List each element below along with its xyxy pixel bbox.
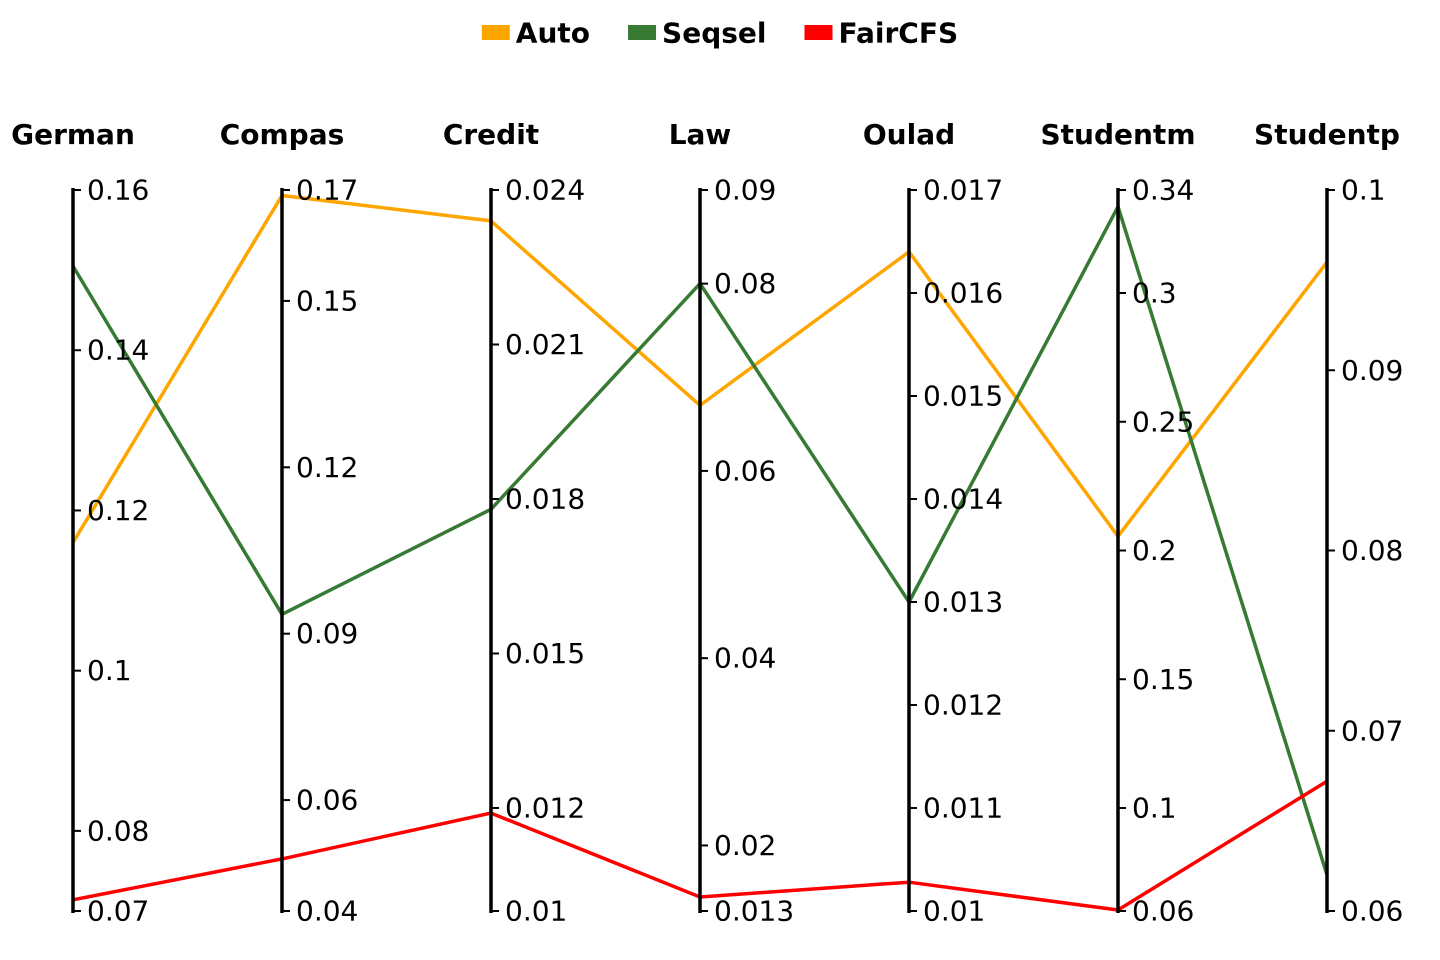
tick-label-german: 0.08 xyxy=(87,814,149,847)
axis-title-oulad: Oulad xyxy=(863,118,955,151)
axis-credit: Credit 0.024 0.021 0.018 0.015 0.012 0.01 xyxy=(443,118,585,928)
tick-label-law: 0.08 xyxy=(714,267,776,300)
tick-label-studentm: 0.34 xyxy=(1132,174,1194,207)
tick-label-oulad: 0.014 xyxy=(923,483,1003,516)
tick-label-studentm: 0.1 xyxy=(1132,792,1177,825)
axis-studentm: Studentm 0.34 0.3 0.25 0.2 0.15 0.1 0.06 xyxy=(1040,118,1195,928)
tick-label-studentp: 0.06 xyxy=(1341,895,1403,928)
axis-law: Law 0.09 0.08 0.06 0.04 0.02 0.013 xyxy=(669,118,794,928)
legend-item-faircfs: FairCFS xyxy=(804,17,958,50)
tick-label-studentm: 0.15 xyxy=(1132,663,1194,696)
tick-label-credit: 0.015 xyxy=(505,637,585,670)
tick-label-compas: 0.17 xyxy=(296,174,358,207)
tick-label-compas: 0.12 xyxy=(296,451,358,484)
tick-label-studentm: 0.25 xyxy=(1132,405,1194,438)
tick-label-law: 0.02 xyxy=(714,829,776,862)
tick-label-law: 0.09 xyxy=(714,174,776,207)
tick-label-oulad: 0.01 xyxy=(923,895,985,928)
tick-label-credit: 0.018 xyxy=(505,483,585,516)
tick-label-oulad: 0.012 xyxy=(923,689,1003,722)
tick-label-oulad: 0.011 xyxy=(923,792,1003,825)
tick-label-credit: 0.01 xyxy=(505,895,567,928)
tick-label-credit: 0.012 xyxy=(505,792,585,825)
tick-label-studentp: 0.07 xyxy=(1341,714,1403,747)
tick-label-compas: 0.04 xyxy=(296,895,358,928)
tick-label-credit: 0.024 xyxy=(505,174,585,207)
tick-label-oulad: 0.015 xyxy=(923,380,1003,413)
legend-label-auto: Auto xyxy=(516,17,590,50)
axis-title-german: German xyxy=(11,118,135,151)
legend-swatch-auto xyxy=(481,25,510,40)
axis-title-compas: Compas xyxy=(220,118,345,151)
legend-item-seqsel: Seqsel xyxy=(628,17,766,50)
tick-label-oulad: 0.013 xyxy=(923,586,1003,619)
tick-label-law: 0.013 xyxy=(714,895,794,928)
tick-label-german: 0.07 xyxy=(87,895,149,928)
tick-label-german: 0.1 xyxy=(87,654,132,687)
tick-label-studentm: 0.3 xyxy=(1132,277,1177,310)
axis-title-studentm: Studentm xyxy=(1040,118,1195,151)
axis-title-law: Law xyxy=(669,118,732,151)
legend-swatch-faircfs xyxy=(804,25,833,40)
tick-label-studentp: 0.1 xyxy=(1341,174,1386,207)
tick-label-studentm: 0.06 xyxy=(1132,895,1194,928)
legend-swatch-seqsel xyxy=(628,25,657,40)
tick-label-credit: 0.021 xyxy=(505,328,585,361)
legend-item-auto: Auto xyxy=(481,17,590,50)
legend-label-seqsel: Seqsel xyxy=(662,17,766,50)
tick-label-law: 0.06 xyxy=(714,454,776,487)
tick-label-oulad: 0.017 xyxy=(923,174,1003,207)
axis-title-studentp: Studentp xyxy=(1254,118,1400,151)
tick-label-studentp: 0.08 xyxy=(1341,534,1403,567)
axis-title-credit: Credit xyxy=(443,118,539,151)
tick-label-german: 0.12 xyxy=(87,494,149,527)
axis-studentp: Studentp 0.1 0.09 0.08 0.07 0.06 xyxy=(1254,118,1403,928)
tick-label-german: 0.14 xyxy=(87,334,149,367)
tick-label-law: 0.04 xyxy=(714,642,776,675)
tick-label-oulad: 0.016 xyxy=(923,277,1003,310)
legend-label-faircfs: FairCFS xyxy=(838,17,958,50)
tick-label-german: 0.16 xyxy=(87,174,149,207)
axis-oulad: Oulad 0.017 0.016 0.015 0.014 0.013 0.012 0.011… xyxy=(863,118,1003,928)
legend: Auto Seqsel FairCFS xyxy=(481,17,958,50)
tick-label-compas: 0.15 xyxy=(296,284,358,317)
tick-label-studentm: 0.2 xyxy=(1132,534,1177,567)
axis-compas: Compas 0.17 0.15 0.12 0.09 0.06 0.04 xyxy=(220,118,359,928)
axes-layer: German 0.16 0.14 0.12 0.1 0.08 0.07 Compas 0.17 0… xyxy=(11,118,1403,928)
tick-label-studentp: 0.09 xyxy=(1341,354,1403,387)
tick-label-compas: 0.09 xyxy=(296,617,358,650)
tick-label-compas: 0.06 xyxy=(296,784,358,817)
axis-german: German 0.16 0.14 0.12 0.1 0.08 0.07 xyxy=(11,118,149,928)
